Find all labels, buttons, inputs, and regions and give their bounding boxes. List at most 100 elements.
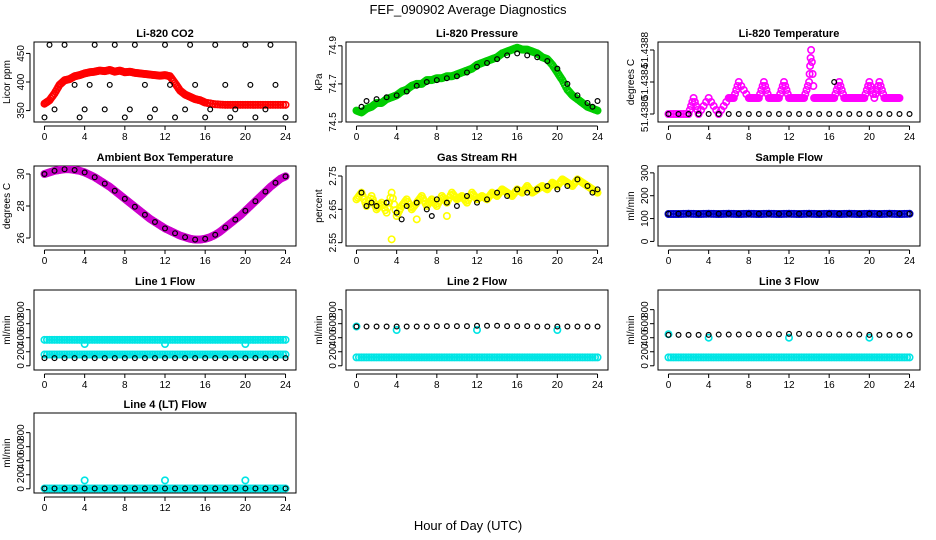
data-point: [732, 353, 741, 362]
data-point: [41, 114, 48, 121]
y-tick-label: 51.4380: [640, 95, 651, 132]
data-point: [251, 100, 260, 109]
data-point: [443, 323, 450, 330]
data-point: [212, 42, 219, 48]
data-point: [807, 209, 816, 218]
data-point: [208, 335, 217, 344]
data-point: [111, 355, 118, 362]
data-point: [206, 350, 215, 359]
data-point: [735, 331, 742, 338]
data-point: [764, 209, 773, 218]
data-point: [258, 335, 267, 344]
data-point: [702, 353, 711, 362]
data-point: [407, 353, 416, 362]
y-tick-label: 450: [16, 45, 27, 62]
data-point: [162, 42, 168, 48]
data-point: [453, 203, 460, 210]
data-point: [484, 322, 491, 329]
data-point: [805, 209, 814, 218]
data-point: [568, 353, 577, 362]
data-point: [594, 186, 601, 193]
data-layer: [352, 43, 602, 117]
data-point: [827, 353, 836, 362]
data-point: [776, 90, 785, 99]
data-point: [271, 350, 280, 359]
data-point: [251, 350, 260, 359]
data-point: [560, 353, 569, 362]
data-point: [95, 335, 104, 344]
data-point: [685, 110, 692, 117]
data-point: [905, 209, 914, 218]
data-point: [113, 484, 122, 493]
data-layer: [352, 175, 602, 244]
data-point: [830, 353, 839, 362]
figure-title: FEF_090902 Average Diagnostics: [369, 2, 567, 17]
data-point: [856, 210, 863, 217]
data-point: [807, 353, 816, 362]
data-point: [488, 353, 497, 362]
data-point: [75, 350, 84, 359]
data-point: [665, 331, 672, 338]
y-tick-label: 800: [16, 301, 27, 318]
data-point: [425, 353, 434, 362]
data-point: [787, 209, 796, 218]
x-tick-label: 12: [471, 132, 483, 143]
data-point: [266, 350, 275, 359]
data-point: [126, 106, 133, 113]
data-point: [243, 100, 252, 109]
data-point: [262, 188, 269, 195]
data-point: [682, 209, 691, 218]
data-point: [672, 110, 681, 119]
data-point: [410, 353, 419, 362]
data-point: [252, 485, 259, 492]
x-tick-label: 0: [42, 256, 48, 267]
x-tick-label: 16: [824, 256, 836, 267]
data-point: [148, 484, 157, 493]
data-point: [268, 484, 277, 493]
x-tick-label: 16: [824, 380, 836, 391]
data-point: [392, 325, 401, 334]
data-point: [128, 335, 137, 344]
data-point: [105, 335, 114, 344]
data-point: [744, 209, 753, 218]
data-point: [151, 355, 158, 362]
data-point: [594, 98, 601, 105]
data-point: [737, 209, 746, 218]
data-point: [352, 322, 361, 331]
data-point: [465, 353, 474, 362]
data-point: [816, 331, 823, 338]
y-tick-label: 51.4388: [640, 31, 651, 68]
data-point: [261, 335, 270, 344]
data-point: [412, 215, 421, 224]
data-point: [70, 484, 79, 493]
chart-panel: Line 2 Flow 0 4 8 12 16 20 24 0 200400600800ml/mi…: [314, 276, 609, 391]
data-point: [865, 78, 874, 87]
data-point: [211, 335, 220, 344]
chart-panel: Line 1 Flow 0 4 8 12 16 20 24 0 200400600800ml/mi…: [2, 276, 297, 391]
data-point: [795, 353, 804, 362]
data-point: [176, 335, 185, 344]
data-point: [875, 78, 884, 87]
data-point: [682, 353, 691, 362]
data-point: [162, 355, 169, 362]
y-tick-label: 200: [640, 187, 651, 204]
data-point: [232, 216, 239, 223]
data-point: [415, 353, 424, 362]
data-point: [666, 110, 675, 119]
data-point: [88, 484, 97, 493]
data-point: [524, 323, 531, 330]
data-point: [867, 353, 876, 362]
data-point: [896, 331, 903, 338]
x-tick-label: 12: [783, 380, 795, 391]
y-tick-label: 800: [328, 301, 339, 318]
data-point: [242, 207, 249, 214]
data-point: [731, 90, 740, 99]
data-point: [494, 189, 501, 196]
data-point: [745, 331, 752, 338]
x-tick-label: 20: [240, 380, 252, 391]
x-tick-label: 20: [240, 503, 252, 514]
data-point: [697, 353, 706, 362]
data-point: [231, 100, 240, 109]
data-point: [58, 335, 67, 344]
data-point: [840, 353, 849, 362]
